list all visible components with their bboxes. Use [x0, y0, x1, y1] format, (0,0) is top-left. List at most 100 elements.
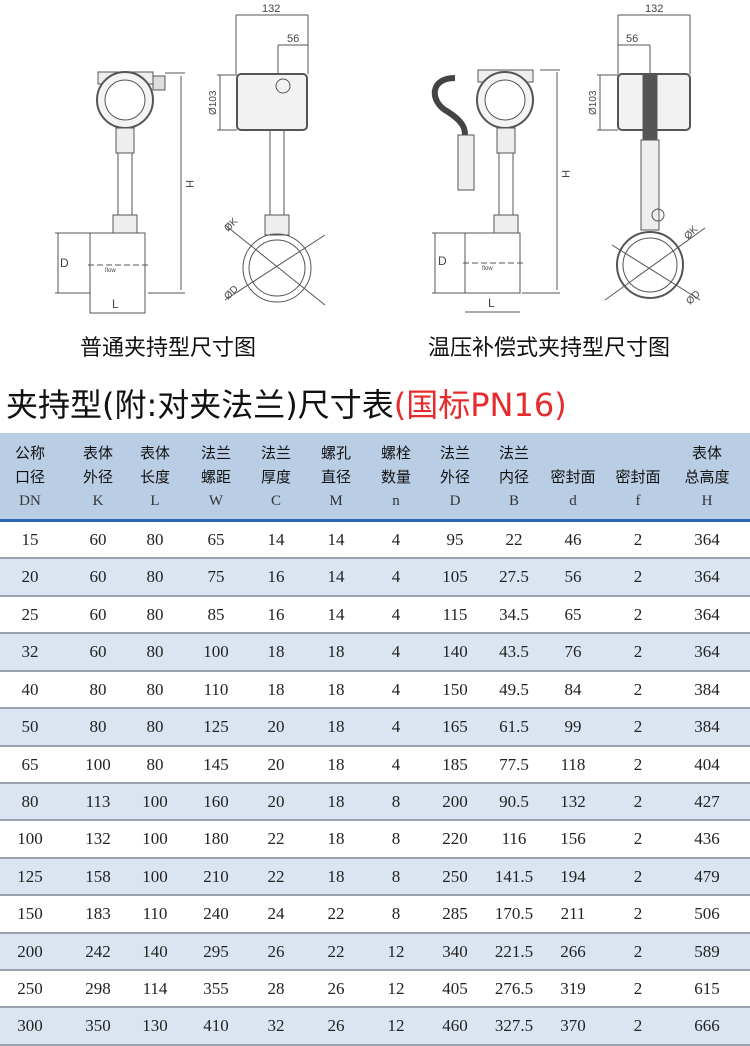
cell-C: 14 [267, 530, 285, 549]
table-row: 200 242 140 295 26 22 12 340 221.5 266 2 589 [0, 933, 750, 972]
cell-K: 60 [89, 642, 107, 662]
dimension-table-body: 15 60 80 65 14 14 4 95 22 46 2 364 20 60 80 75 16 14 4 105 2… [0, 522, 750, 1046]
header-line1: 法兰 [200, 444, 231, 462]
cell-d: 266 [560, 941, 586, 961]
cell-D: 200 [442, 791, 468, 811]
cell-K: 183 [85, 904, 111, 924]
cell-C: 20 [267, 717, 285, 737]
cell-D: 405 [442, 979, 468, 999]
cell-D: 250 [442, 866, 468, 886]
cell-C: 32 [267, 1016, 285, 1036]
column-header-DN: 公称 口径 DN [0, 441, 65, 513]
cell-M: 14 [327, 567, 345, 587]
cell-H: 364 [694, 567, 720, 587]
cell-DN: 250 [17, 979, 43, 999]
cell-D: 140 [442, 642, 468, 662]
header-line2: 内径 [498, 468, 529, 486]
cell-W: 125 [203, 717, 229, 737]
cell-H: 666 [694, 1016, 720, 1036]
cell-W: 210 [203, 866, 229, 886]
header-line2: 密封面 [550, 468, 596, 486]
cell-C: 22 [267, 829, 285, 849]
cell-DN: 80 [21, 791, 39, 811]
cell-d: 211 [560, 904, 586, 924]
cell-W: 160 [203, 791, 229, 811]
cell-d: 194 [560, 866, 586, 886]
header-line2: 口径 [14, 468, 45, 486]
cell-H: 436 [694, 829, 720, 849]
cell-B: 276.5 [494, 979, 534, 999]
svg-text:D: D [60, 256, 69, 270]
cell-DN: 100 [17, 829, 43, 849]
cell-B: 116 [501, 829, 527, 849]
cell-DN: 65 [21, 754, 39, 774]
cell-B: 141.5 [494, 866, 534, 886]
header-symbol: W [208, 493, 224, 509]
cell-L: 80 [146, 642, 164, 662]
header-symbol: n [392, 493, 400, 509]
svg-text:132: 132 [262, 3, 280, 15]
header-line2: 直径 [320, 468, 351, 486]
table-row: 300 350 130 410 32 26 12 460 327.5 370 2 666 [0, 1008, 750, 1046]
cell-D: 150 [442, 679, 468, 699]
cell-L: 80 [146, 530, 164, 549]
cell-n: 12 [387, 1016, 405, 1036]
cell-M: 18 [327, 642, 345, 662]
cell-C: 26 [267, 941, 285, 961]
header-line1: 螺孔 [320, 444, 351, 462]
header-symbol: H [701, 493, 713, 509]
cell-f: 2 [633, 866, 643, 886]
cell-D: 95 [446, 530, 464, 549]
header-line2: 外径 [82, 468, 113, 486]
cell-L: 100 [142, 866, 168, 886]
cell-C: 16 [267, 604, 285, 624]
header-line1 [538, 441, 608, 465]
cell-L: 140 [142, 941, 168, 961]
cell-n: 4 [391, 642, 401, 662]
cell-n: 4 [391, 679, 401, 699]
cell-f: 2 [633, 979, 643, 999]
cell-H: 364 [694, 642, 720, 662]
cell-d: 118 [560, 754, 586, 774]
cell-DN: 125 [17, 866, 43, 886]
cell-K: 242 [85, 941, 111, 961]
svg-text:flow: flow [482, 266, 493, 272]
cell-B: 61.5 [499, 717, 529, 737]
cell-W: 180 [203, 829, 229, 849]
svg-text:flow: flow [105, 268, 116, 274]
cell-D: 165 [442, 717, 468, 737]
table-row: 32 60 80 100 18 18 4 140 43.5 76 2 364 [0, 634, 750, 672]
cell-M: 14 [327, 604, 345, 624]
cell-D: 115 [442, 604, 468, 624]
cell-DN: 32 [21, 642, 39, 662]
cell-d: 370 [560, 1016, 586, 1036]
cell-W: 355 [203, 979, 229, 999]
cell-n: 4 [391, 530, 401, 549]
cell-C: 20 [267, 754, 285, 774]
cell-B: 77.5 [499, 754, 529, 774]
cell-d: 76 [564, 642, 582, 662]
cell-f: 2 [633, 941, 643, 961]
header-line1 [603, 441, 673, 465]
cell-n: 4 [391, 604, 401, 624]
table-row: 25 60 80 85 16 14 4 115 34.5 65 2 364 [0, 597, 750, 635]
column-header-H: 表体 总高度 H [672, 441, 742, 513]
cell-DN: 300 [17, 1016, 43, 1036]
cell-DN: 40 [21, 679, 39, 699]
cell-M: 22 [327, 941, 345, 961]
cell-L: 114 [142, 979, 168, 999]
compensated-front-view: flow D L H [431, 69, 571, 313]
cell-W: 410 [203, 1016, 229, 1036]
cell-H: 479 [694, 866, 720, 886]
cell-n: 8 [391, 904, 401, 924]
cell-n: 12 [387, 941, 405, 961]
cell-f: 2 [633, 567, 643, 587]
cell-C: 22 [267, 866, 285, 886]
column-header-M: 螺孔 直径 M [301, 441, 371, 513]
cell-H: 615 [694, 979, 720, 999]
cell-B: 43.5 [499, 642, 529, 662]
cell-D: 220 [442, 829, 468, 849]
page-title: 夹持型(附:对夹法兰)尺寸表(国标PN16) [6, 380, 567, 426]
cell-f: 2 [633, 642, 643, 662]
cell-DN: 50 [21, 717, 39, 737]
